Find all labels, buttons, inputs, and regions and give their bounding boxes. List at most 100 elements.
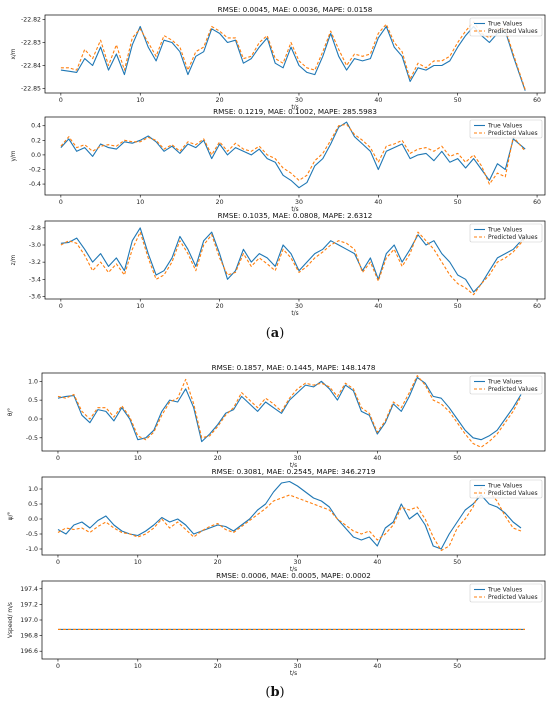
- chart-title: RMSE: 0.3081, MAE: 0.2545, MAPE: 346.271…: [212, 467, 376, 476]
- charts-layer: RMSE: 0.0045, MAE: 0.0036, MAPE: 0.0158 0…: [8, 5, 546, 677]
- legend-label-predicted: Predicted Values: [488, 234, 538, 241]
- x-tick-label: 0: [56, 455, 60, 462]
- x-tick-label: 20: [216, 97, 224, 104]
- y-tick-label: 1.0: [28, 486, 38, 493]
- x-tick-label: 20: [214, 663, 222, 670]
- x-tick-label: 10: [134, 455, 142, 462]
- y-tick-label: -22.84: [21, 62, 41, 69]
- series-line-predicted: [57, 375, 522, 448]
- chart-title: RMSE: 0.0006, MAE: 0.0005, MAPE: 0.0002: [216, 571, 371, 580]
- x-tick-label: 60: [533, 199, 541, 206]
- x-tick-label: 50: [453, 455, 461, 462]
- x-tick-label: 30: [295, 303, 303, 310]
- y-tick-label: -3.4: [29, 276, 41, 283]
- chart-title: RMSE: 0.1219, MAE: 0.1002, MAPE: 285.598…: [213, 107, 377, 116]
- y-tick-label: 0.0: [28, 416, 38, 423]
- x-tick-label: 20: [214, 455, 222, 462]
- plot-frame: [44, 14, 546, 94]
- y-tick-label: -0.5: [26, 531, 38, 538]
- y-tick-label: 196.6: [20, 648, 38, 655]
- y-tick-label: -22.83: [21, 40, 41, 47]
- chart-title: RMSE: 0.0045, MAE: 0.0036, MAPE: 0.0158: [218, 5, 373, 14]
- legend-label-predicted: Predicted Values: [488, 490, 538, 497]
- x-tick-label: 10: [136, 303, 144, 310]
- y-axis-label: z/m: [11, 254, 17, 265]
- x-tick-label: 0: [56, 663, 60, 670]
- series-line-true: [57, 376, 522, 443]
- plot-frame: [44, 116, 546, 196]
- y-axis-label: y/m: [11, 150, 17, 161]
- caption-b: (b): [265, 685, 284, 700]
- legend-label-predicted: Predicted Values: [488, 386, 538, 393]
- legend-label-true: True Values: [487, 227, 522, 234]
- x-tick-label: 50: [454, 199, 462, 206]
- chart-title: RMSE: 0.1857, MAE: 0.1445, MAPE: 148.147…: [212, 363, 376, 372]
- x-tick-label: 20: [216, 199, 224, 206]
- y-tick-label: -0.5: [26, 435, 38, 442]
- series-line-true: [57, 480, 522, 550]
- y-axis-label: x/m: [11, 48, 17, 59]
- y-tick-label: 0.5: [28, 397, 38, 404]
- x-tick-label: 30: [295, 199, 303, 206]
- chart-panel-4: RMSE: 0.1857, MAE: 0.1445, MAPE: 148.147…: [8, 363, 546, 469]
- x-tick-label: 40: [374, 199, 382, 206]
- legend-label-true: True Values: [487, 123, 522, 130]
- y-tick-label: 0.0: [31, 152, 41, 159]
- x-axis-label: t/s: [291, 311, 298, 317]
- chart-title: RMSE: 0.1035, MAE: 0.0808, MAPE: 2.6312: [218, 211, 373, 220]
- x-tick-label: 10: [136, 97, 144, 104]
- y-tick-label: -3.6: [29, 293, 41, 300]
- legend-box: [469, 119, 543, 139]
- y-tick-label: -3.2: [29, 259, 41, 266]
- y-tick-label: -0.4: [29, 181, 41, 188]
- series-line-true: [60, 25, 526, 91]
- plot-frame: [44, 220, 546, 300]
- x-tick-label: 50: [454, 97, 462, 104]
- series-line-predicted: [60, 231, 526, 296]
- x-axis-label: t/s: [291, 207, 298, 213]
- legend-box: [469, 583, 543, 603]
- y-tick-label: -22.85: [21, 85, 41, 92]
- y-tick-label: 1.0: [28, 378, 38, 385]
- x-axis-label: t/s: [290, 671, 297, 677]
- series-line-predicted: [57, 486, 522, 552]
- legend-box: [469, 375, 543, 395]
- x-tick-label: 40: [373, 559, 381, 566]
- x-axis-label: t/s: [290, 567, 297, 573]
- x-tick-label: 60: [533, 303, 541, 310]
- y-tick-label: -2.8: [29, 225, 41, 232]
- y-tick-label: -0.2: [29, 166, 41, 173]
- x-tick-label: 20: [216, 303, 224, 310]
- plot-frame: [41, 476, 546, 556]
- y-tick-label: 197.2: [20, 601, 38, 608]
- series-line-true: [60, 227, 526, 293]
- plot-frame: [41, 580, 546, 660]
- x-tick-label: 10: [134, 559, 142, 566]
- x-tick-label: 30: [294, 663, 302, 670]
- legend-box: [469, 17, 543, 37]
- x-tick-label: 10: [136, 199, 144, 206]
- x-tick-label: 0: [59, 199, 63, 206]
- x-axis-label: t/s: [290, 463, 297, 469]
- y-tick-label: -22.82: [21, 17, 41, 24]
- legend-box: [469, 223, 543, 243]
- series-line-true: [60, 121, 526, 189]
- chart-panel-3: RMSE: 0.1035, MAE: 0.0808, MAPE: 2.6312 0…: [11, 211, 546, 317]
- chart-panel-1: RMSE: 0.0045, MAE: 0.0036, MAPE: 0.0158 0…: [11, 5, 546, 111]
- x-tick-label: 50: [454, 303, 462, 310]
- legend-label-predicted: Predicted Values: [488, 28, 538, 35]
- chart-panel-2: RMSE: 0.1219, MAE: 0.1002, MAPE: 285.598…: [11, 107, 546, 213]
- legend-label-predicted: Predicted Values: [488, 594, 538, 601]
- x-tick-label: 0: [59, 303, 63, 310]
- y-axis-label: ψ/°: [8, 512, 14, 521]
- y-tick-label: 0.0: [28, 516, 38, 523]
- x-axis-label: t/s: [291, 105, 298, 111]
- legend-label-true: True Values: [487, 587, 522, 594]
- x-tick-label: 60: [533, 97, 541, 104]
- x-tick-label: 40: [373, 455, 381, 462]
